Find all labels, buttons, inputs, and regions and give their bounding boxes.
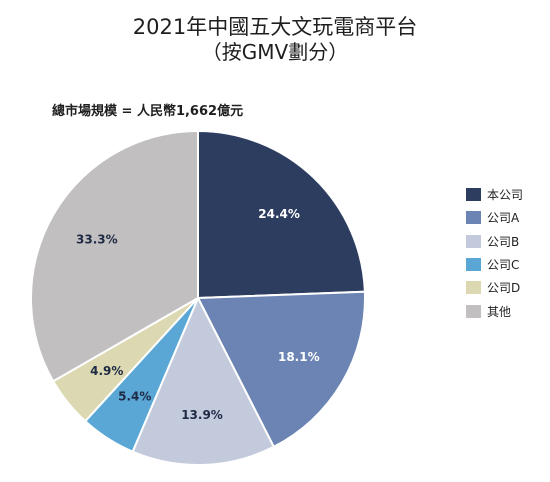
slice-value-label-3: 5.4% xyxy=(118,389,151,403)
slice-value-label-0: 24.4% xyxy=(258,207,300,221)
legend-label-4: 公司D xyxy=(487,281,521,296)
chart-title: 2021年中國五大文玩電商平台 （按GMV劃分） xyxy=(0,14,550,65)
pie-slice-1 xyxy=(196,290,366,449)
legend-item-4: 公司D xyxy=(466,276,523,299)
legend-item-1: 公司A xyxy=(466,206,523,229)
legend-item-5: 其他 xyxy=(466,299,523,322)
legend-label-5: 其他 xyxy=(487,304,512,319)
slice-value-label-2: 13.9% xyxy=(181,408,223,422)
legend-swatch-0 xyxy=(466,188,481,202)
legend-swatch-3 xyxy=(466,258,481,272)
chart-title-line2: （按GMV劃分） xyxy=(201,40,349,65)
legend-item-3: 公司C xyxy=(466,253,523,276)
market-size-label: 總市場規模 = 人民幣1,662億元 xyxy=(52,104,244,119)
chart-legend: 本公司公司A 公司B 公司C 公司D 其他 xyxy=(466,183,523,323)
slice-value-label-5: 33.3% xyxy=(76,232,118,246)
legend-label-3: 公司C xyxy=(487,258,520,273)
legend-label-2: 公司B xyxy=(487,234,520,249)
pie-slice-5 xyxy=(30,129,199,383)
legend-swatch-2 xyxy=(466,234,481,248)
legend-item-0: 本公司 xyxy=(466,183,523,206)
legend-label-0: 本公司 xyxy=(487,188,524,203)
slice-value-label-4: 4.9% xyxy=(90,364,123,378)
legend-swatch-1 xyxy=(466,211,481,225)
legend-swatch-5 xyxy=(466,304,481,318)
legend-item-2: 公司B xyxy=(466,230,523,253)
legend-label-1: 公司A xyxy=(487,211,520,226)
chart-title-line1: 2021年中國五大文玩電商平台 xyxy=(132,15,418,39)
pie-slice-2 xyxy=(131,295,276,466)
legend-swatch-4 xyxy=(466,281,481,295)
slice-value-label-1: 18.1% xyxy=(278,350,320,364)
pie-slice-0 xyxy=(197,129,366,300)
